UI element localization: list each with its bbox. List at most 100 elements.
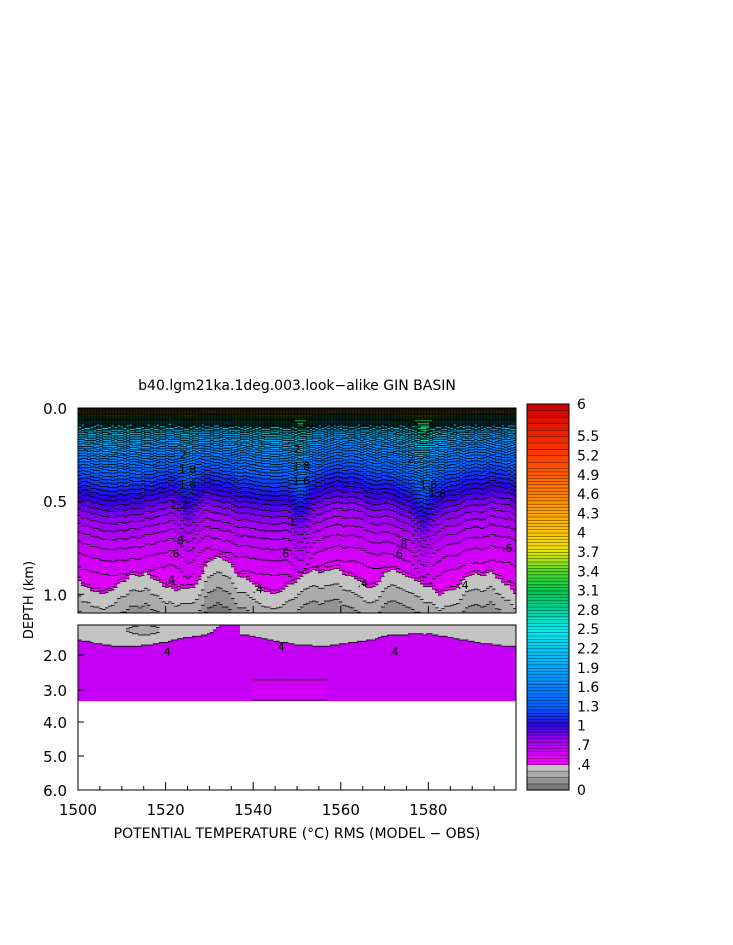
field-cell <box>165 491 169 498</box>
field-cell <box>222 435 226 438</box>
field-cell <box>126 609 130 613</box>
field-cell <box>81 583 85 587</box>
field-cell <box>129 528 133 538</box>
field-cell <box>216 448 220 452</box>
field-cell <box>123 432 127 436</box>
field-cell <box>198 464 202 469</box>
field-cell <box>84 442 88 445</box>
field-cell <box>270 437 274 441</box>
field-cell <box>279 516 283 524</box>
field-cell <box>186 454 190 458</box>
field-cell <box>285 432 289 436</box>
field-cell <box>201 433 205 436</box>
field-cell <box>171 529 175 540</box>
field-cell <box>234 449 238 453</box>
field-cell <box>84 500 88 506</box>
field-cell <box>159 487 163 494</box>
field-cell <box>168 454 172 458</box>
field-cell <box>201 459 205 464</box>
field-cell <box>99 482 103 488</box>
field-cell <box>81 554 85 571</box>
field-cell <box>183 488 187 493</box>
field-cell <box>213 513 217 522</box>
field-cell <box>150 474 154 479</box>
field-cell <box>78 434 82 437</box>
field-cell <box>261 504 265 512</box>
field-cell <box>111 438 115 442</box>
field-cell <box>282 490 286 496</box>
field-cell <box>114 461 118 465</box>
field-cell <box>108 588 112 592</box>
field-cell <box>270 426 274 430</box>
field-cell <box>165 427 169 430</box>
field-cell <box>207 518 211 528</box>
field-cell <box>183 433 187 436</box>
field-cell <box>252 437 256 441</box>
field-cell <box>105 548 109 562</box>
field-cell <box>207 428 211 431</box>
field-cell <box>129 502 133 510</box>
field-cell <box>279 539 283 550</box>
field-cell <box>114 517 118 525</box>
field-cell <box>126 438 130 442</box>
field-cell <box>228 459 232 463</box>
field-cell <box>126 448 130 452</box>
field-cell <box>234 482 238 488</box>
field-cell <box>270 443 274 447</box>
field-cell <box>135 436 139 439</box>
field-cell <box>129 572 133 576</box>
field-cell <box>255 601 259 613</box>
field-cell <box>81 490 85 496</box>
field-cell <box>135 443 139 447</box>
field-cell <box>114 500 118 506</box>
field-cell <box>279 591 283 608</box>
field-cell <box>147 464 151 469</box>
field-cell <box>150 500 154 507</box>
field-cell <box>87 454 91 458</box>
field-cell <box>276 431 280 435</box>
field-cell <box>147 574 151 591</box>
field-cell <box>234 433 238 436</box>
field-cell <box>132 467 136 471</box>
field-cell <box>252 464 256 469</box>
field-cell <box>153 434 157 437</box>
field-cell <box>189 484 193 490</box>
field-cell <box>222 502 226 510</box>
field-cell <box>111 431 115 435</box>
field-cell <box>279 443 283 447</box>
field-cell <box>195 427 199 430</box>
field-cell <box>177 589 181 606</box>
field-cell <box>162 434 166 437</box>
field-cell <box>258 462 262 467</box>
field-cell <box>276 539 280 551</box>
field-cell <box>237 573 241 577</box>
field-cell <box>96 470 100 475</box>
field-cell <box>159 456 163 460</box>
field-cell <box>249 458 253 462</box>
field-cell <box>267 469 271 474</box>
field-cell <box>189 434 193 437</box>
field-cell <box>123 596 127 613</box>
field-cell <box>177 429 181 432</box>
field-cell <box>117 475 121 480</box>
field-cell <box>285 486 289 492</box>
field-cell <box>111 495 115 502</box>
field-cell <box>102 443 106 447</box>
field-cell <box>261 574 265 588</box>
field-cell <box>177 477 181 483</box>
field-cell <box>96 451 100 455</box>
field-cell <box>264 531 268 540</box>
field-cell <box>123 531 127 541</box>
field-cell <box>120 429 124 432</box>
field-cell <box>108 511 112 518</box>
field-cell <box>99 435 103 438</box>
field-cell <box>264 510 268 518</box>
field-cell <box>150 443 154 446</box>
field-cell <box>249 572 253 580</box>
field-cell <box>132 443 136 447</box>
field-cell <box>90 466 94 471</box>
field-cell <box>216 443 220 447</box>
field-cell <box>264 432 268 436</box>
field-cell <box>234 438 238 442</box>
field-cell <box>99 425 103 428</box>
